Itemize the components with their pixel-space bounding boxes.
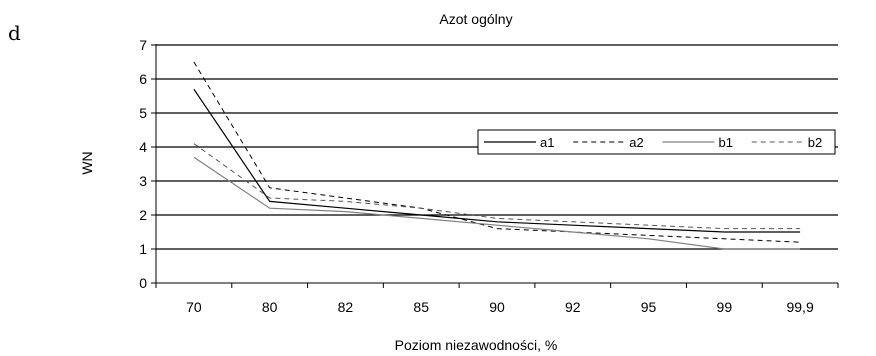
panel-letter: d xyxy=(8,21,21,45)
x-tick-label: 70 xyxy=(186,299,202,315)
gridlines xyxy=(156,44,838,250)
x-tick-label: 92 xyxy=(565,299,581,315)
legend-label-b1: b1 xyxy=(719,135,733,150)
y-tick-label: 6 xyxy=(139,71,147,87)
series-line-b2 xyxy=(193,143,801,230)
y-tick-label: 4 xyxy=(139,139,147,155)
x-tick-label: 90 xyxy=(489,299,505,315)
x-tick-label: 80 xyxy=(262,299,278,315)
series-line-a1 xyxy=(193,88,801,233)
x-tick-label: 82 xyxy=(338,299,354,315)
chart-title: Azot ogólny xyxy=(439,11,512,27)
legend-box xyxy=(477,129,836,155)
legend-label-b2: b2 xyxy=(808,135,822,150)
axes xyxy=(155,44,838,284)
series-line-a2 xyxy=(193,61,801,243)
y-tick-label: 3 xyxy=(139,173,147,189)
y-tick-label: 5 xyxy=(139,105,147,121)
y-tick-label: 7 xyxy=(139,37,147,53)
series-line-b1 xyxy=(193,156,801,250)
y-axis-label: WN xyxy=(79,151,95,174)
x-tick-label: 95 xyxy=(641,299,657,315)
legend: a1 a2 b1 b2 xyxy=(477,129,836,155)
series-lines xyxy=(193,61,801,250)
legend-label-a2: a2 xyxy=(629,135,643,150)
y-tick-label: 0 xyxy=(139,275,147,291)
x-tick-label: 85 xyxy=(413,299,429,315)
legend-label-a1: a1 xyxy=(540,135,554,150)
x-ticks: 70 80 82 85 90 92 95 99 99,9 xyxy=(155,283,839,315)
y-ticks: 0 1 2 3 4 5 6 7 xyxy=(139,37,156,291)
x-axis-label: Poziom niezawodności, % xyxy=(395,337,558,353)
y-tick-label: 2 xyxy=(139,207,147,223)
x-tick-label: 99,9 xyxy=(786,299,813,315)
y-tick-label: 1 xyxy=(139,241,147,257)
x-tick-label: 99 xyxy=(717,299,733,315)
